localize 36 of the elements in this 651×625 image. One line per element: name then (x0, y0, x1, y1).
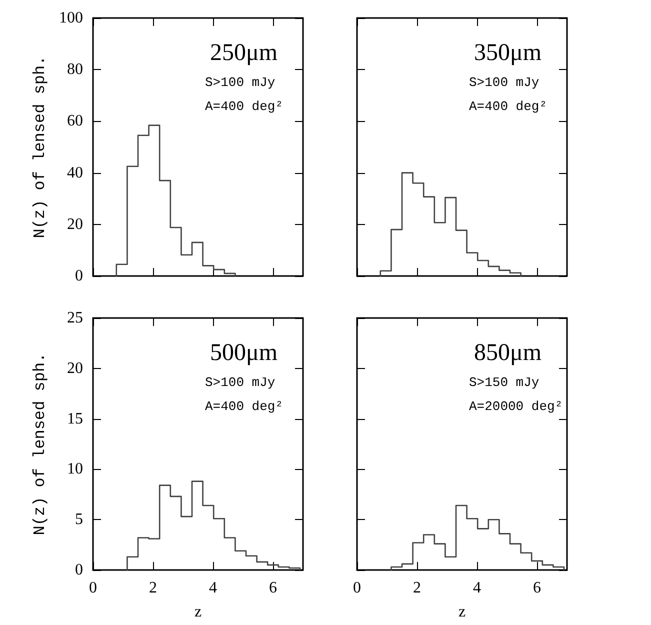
y-tick-label: 10 (67, 460, 83, 478)
y-axis-title: N(z) of lensed sph. (31, 56, 49, 238)
y-tick-label: 5 (75, 511, 83, 528)
text: 500μm (210, 340, 278, 366)
text: 350μm (474, 40, 542, 66)
x-tick-label: 6 (269, 580, 277, 596)
text: 250μm (210, 40, 278, 66)
x-tick-label: 0 (353, 580, 361, 596)
x-tick-label: 6 (533, 580, 541, 596)
y-tick-label: 40 (67, 164, 83, 182)
x-axis-title: z (194, 604, 202, 620)
y-tick-label: 0 (75, 562, 83, 578)
annotation: A=400 deg² (469, 99, 548, 114)
y-tick-label: 15 (67, 410, 83, 428)
y-tick-label: 0 (75, 268, 83, 284)
annotation: S>150 mJy (469, 375, 540, 390)
annotation: A=400 deg² (205, 99, 284, 114)
x-axis-title: z (458, 604, 466, 620)
annotation: S>100 mJy (469, 75, 540, 90)
y-tick-label: 25 (67, 310, 83, 326)
annotation: A=20000 deg² (469, 399, 563, 414)
y-tick-label: 20 (67, 360, 83, 377)
y-axis-title: N(z) of lensed sph. (31, 352, 49, 536)
x-tick-label: 2 (413, 580, 421, 596)
annotation: S>100 mJy (205, 75, 276, 90)
annotation: S>100 mJy (205, 375, 276, 390)
y-tick-label: 60 (67, 112, 83, 130)
x-tick-label: 4 (209, 580, 217, 596)
y-tick-label: 20 (67, 216, 83, 233)
y-tick-label: 100 (59, 10, 83, 26)
x-tick-label: 0 (89, 580, 97, 596)
y-tick-label: 80 (67, 61, 83, 78)
annotation: A=400 deg² (205, 399, 284, 414)
text: 850μm (474, 340, 542, 366)
x-tick-label: 2 (149, 580, 157, 596)
x-tick-label: 4 (473, 580, 481, 596)
